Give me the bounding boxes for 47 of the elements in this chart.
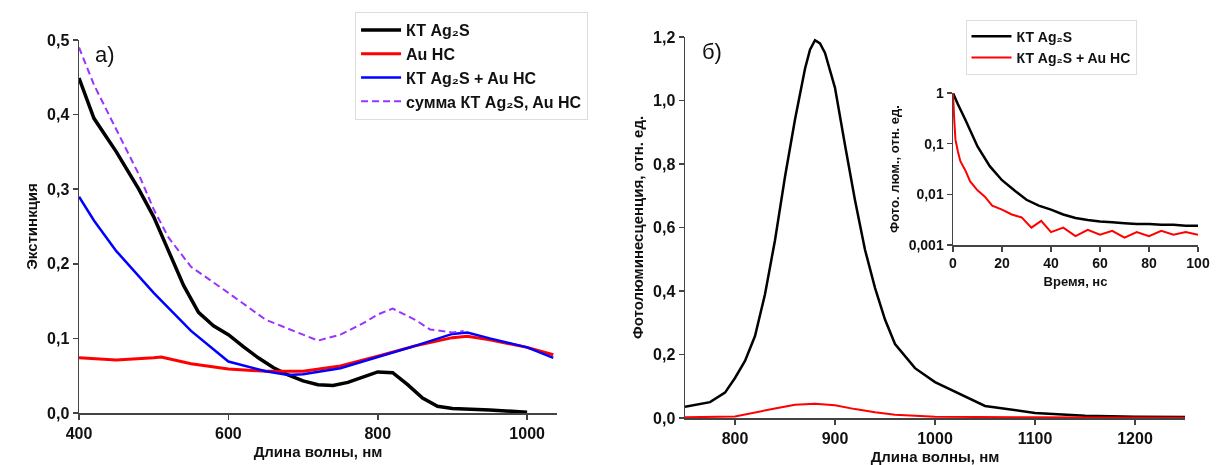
- y-tick-label: 0,3: [47, 180, 70, 198]
- y-tick-label: 1,2: [653, 28, 676, 46]
- y-tick-label: 1,0: [653, 92, 676, 110]
- x-tick-label: 80: [1141, 255, 1157, 272]
- x-axis-title: Длина волны, нм: [870, 448, 1000, 465]
- x-axis-title: Время, нс: [1043, 273, 1108, 289]
- legend-label: сумма КТ Ag₂S, Au НС: [406, 93, 582, 111]
- legend-label: КТ Ag₂S + Au НС: [406, 69, 537, 87]
- x-tick-label: 40: [1043, 255, 1059, 272]
- x-tick-label: 60: [1092, 255, 1108, 272]
- y-tick-label: 0,1: [47, 330, 70, 347]
- annotation: a): [95, 42, 115, 67]
- y-tick-label: 0,2: [653, 346, 676, 364]
- y-tick-label: 0,0: [47, 404, 70, 422]
- legend-label: Au НС: [406, 45, 456, 63]
- legend-label: КТ Ag₂S: [1016, 28, 1073, 45]
- x-tick-label: 1200: [1117, 429, 1153, 447]
- y-tick-label: 0,6: [653, 219, 676, 237]
- y-tick-label: 0,5: [47, 31, 70, 49]
- x-tick-label: 100: [1186, 255, 1210, 272]
- x-tick-label: 1100: [1017, 429, 1053, 447]
- y-axis-title: Экстинкция: [22, 183, 40, 270]
- legend-label: КТ Ag₂S: [406, 22, 470, 40]
- y-tick-label: 0,1: [924, 135, 944, 152]
- y-tick-label: 0,8: [653, 155, 676, 173]
- annotation: б): [702, 39, 722, 64]
- x-tick-label: 800: [364, 424, 392, 442]
- x-tick-label: 600: [215, 424, 242, 442]
- y-tick-label: 0,2: [47, 255, 70, 273]
- line-series: [79, 195, 555, 377]
- y-axis-title: Фото. люм., отн. ед.: [886, 105, 902, 233]
- x-axis-title: Длина волны, нм: [253, 443, 383, 461]
- x-tick-label: 900: [821, 429, 849, 447]
- y-tick-label: 0,001: [908, 236, 944, 253]
- legend-label: КТ Ag₂S + Au НС: [1016, 50, 1131, 67]
- x-tick-label: 1000: [509, 424, 546, 442]
- y-tick-label: 1: [935, 84, 944, 101]
- x-tick-label: 1000: [917, 429, 953, 447]
- y-tick-label: 0,4: [47, 106, 70, 124]
- x-tick-label: 400: [65, 424, 93, 442]
- y-axis-title: Фотолюминесценция, отн. ед.: [628, 115, 646, 340]
- y-tick-label: 0,4: [653, 282, 676, 300]
- x-tick-label: 20: [994, 255, 1010, 272]
- y-tick-label: 0,01: [916, 186, 944, 203]
- y-tick-label: 0,0: [653, 409, 676, 427]
- x-tick-label: 800: [721, 429, 749, 447]
- x-tick-label: 0: [949, 255, 958, 272]
